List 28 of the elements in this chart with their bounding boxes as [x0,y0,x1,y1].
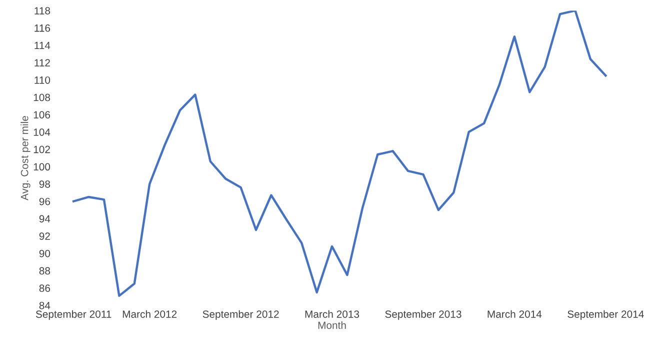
y-tick-label: 102 [34,146,50,154]
y-tick-label: 114 [34,42,50,50]
x-axis-title: Month [318,321,346,329]
y-tick-label: 94 [39,215,50,223]
y-tick-label: 100 [34,163,50,171]
x-tick-label: March 2013 [305,310,360,318]
y-tick-label: 112 [34,59,50,66]
x-tick-label: September 2013 [385,310,462,320]
y-axis-title: Avg. Cost per mile [20,116,30,200]
y-tick-label: 90 [39,250,50,258]
y-tick-label: 118 [34,7,50,14]
y-tick-label: 96 [39,198,50,206]
y-tick-label: 98 [39,180,50,188]
y-tick-label: 104 [34,128,50,136]
y-tick-label: 84 [39,302,50,310]
y-tick-label: 110 [34,76,50,84]
x-tick-label: September 2012 [202,310,279,320]
y-tick-label: 116 [34,24,50,32]
y-tick-label: 108 [34,94,50,102]
y-tick-label: 106 [34,111,50,118]
x-tick-label: March 2014 [488,310,542,318]
x-tick-label: March 2012 [122,310,177,318]
line-series [72,10,607,297]
y-tick-label: 92 [39,232,50,240]
y-tick-label: 86 [39,284,50,292]
x-tick-label: September 2011 [36,310,112,320]
x-tick-label: September 2014 [568,310,644,320]
y-tick-label: 88 [39,267,50,275]
